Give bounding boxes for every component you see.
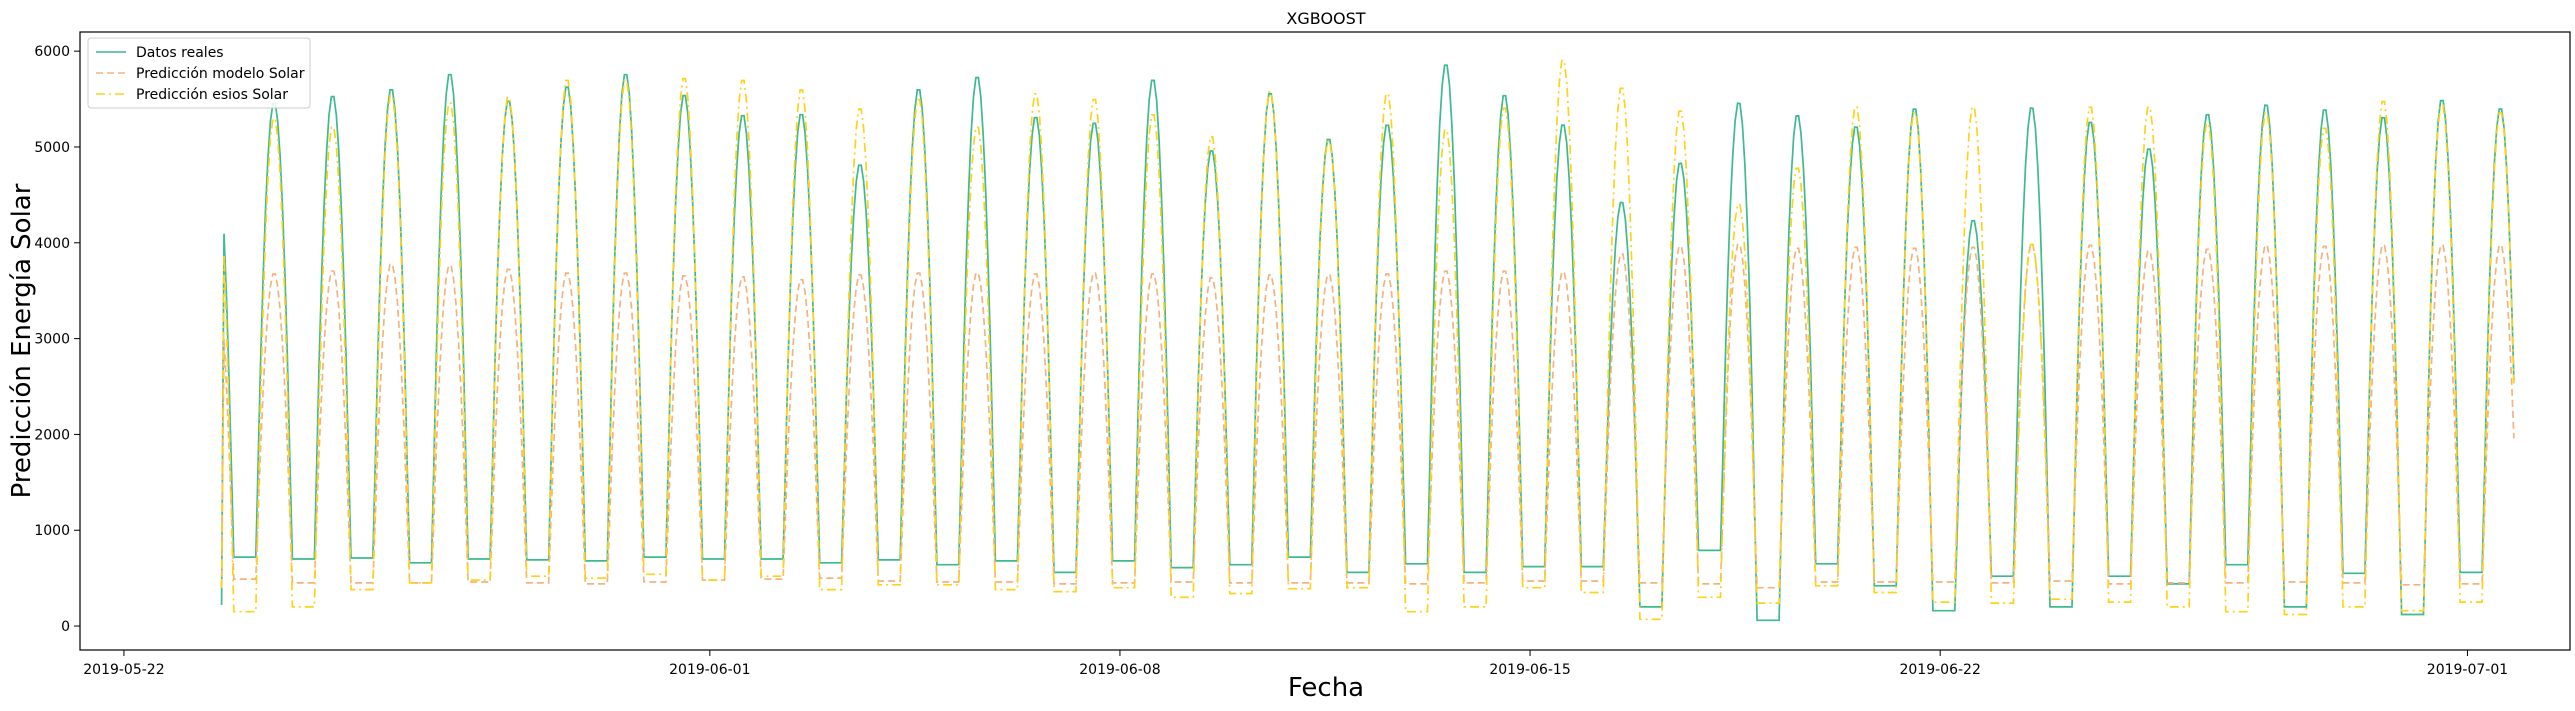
y-axis: 0 1000 2000 3000 4000 5000 6000 <box>34 44 80 635</box>
chart-title: XGBOOST <box>1286 9 1365 28</box>
x-tick-label: 2019-05-22 <box>83 662 164 678</box>
y-tick-label: 6000 <box>34 44 70 60</box>
legend: Datos reales Predicción modelo Solar Pre… <box>87 37 311 109</box>
x-axis: 2019-05-22 2019-06-01 2019-06-08 2019-06-15… <box>83 650 2508 678</box>
legend-label-prediccion-esios: Predicción esios Solar <box>136 87 288 103</box>
x-tick-label: 2019-06-08 <box>1079 662 1160 678</box>
plot-frame <box>79 31 2571 651</box>
y-tick-label: 5000 <box>34 140 70 156</box>
x-tick-label: 2019-06-15 <box>1489 662 1570 678</box>
y-tick-label: 3000 <box>34 332 70 348</box>
x-tick-label: 2019-07-01 <box>2427 662 2508 678</box>
series-line-2 <box>220 59 2515 621</box>
x-axis-title: Fecha <box>1288 673 1364 703</box>
legend-label-datos-reales: Datos reales <box>136 45 224 61</box>
series-line-0 <box>220 64 2515 622</box>
legend-label-prediccion-modelo: Predicción modelo Solar <box>136 66 305 82</box>
y-tick-label: 4000 <box>34 236 70 252</box>
y-tick-label: 1000 <box>34 523 70 539</box>
y-tick-label: 2000 <box>34 427 70 443</box>
legend-box <box>87 37 311 109</box>
x-tick-label: 2019-06-22 <box>1899 662 1980 678</box>
series-layer <box>220 59 2515 622</box>
series-line-1 <box>220 243 2515 589</box>
y-axis-title: Predicción Energía Solar <box>7 183 37 498</box>
x-tick-label: 2019-06-01 <box>669 662 750 678</box>
y-tick-label: 0 <box>61 619 70 635</box>
